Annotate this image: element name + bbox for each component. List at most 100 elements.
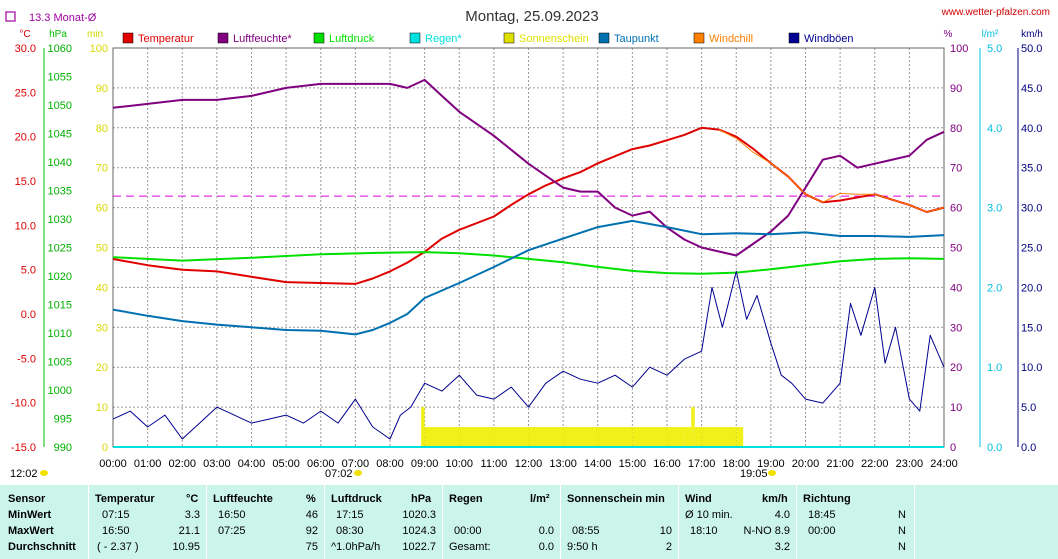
pressure-tick-label: 1060 — [48, 43, 72, 55]
legend-swatch — [313, 32, 325, 44]
humidity-tick-label: 0 — [950, 442, 956, 454]
temp-tick-label: -15.0 — [11, 442, 36, 454]
sun-tick-label: 70 — [96, 163, 108, 175]
min-temp-value: 3.3 — [184, 509, 200, 521]
row-label-min: MinWert — [8, 509, 52, 521]
sun-tick-label: 60 — [96, 203, 108, 215]
min-dir-value: N — [898, 509, 906, 521]
x-tick-label: 02:00 — [168, 458, 196, 470]
wind-tick-label: 25.0 — [1021, 243, 1042, 255]
monthly-avg-icon — [5, 11, 16, 22]
avg-press-trend: ^1.0hPa/h — [331, 541, 381, 553]
pressure-tick-label: 1050 — [48, 100, 72, 112]
x-tick-label: 23:00 — [896, 458, 924, 470]
unit-humidity: % — [944, 29, 953, 40]
legend-label: Sonnenschein — [519, 33, 589, 45]
humidity-tick-label: 10 — [950, 402, 962, 414]
stats-table: Sensor Temperatur °C Luftfeuchte % Luftd… — [0, 485, 1058, 559]
legend-swatch — [409, 32, 421, 44]
weather-chart: 30.0 25.0 20.0 15.0 10.0 5.0 0.0 -5.0 -10.0 -15.0… — [5, 7, 1050, 480]
x-tick-label: 05:00 — [272, 458, 300, 470]
legend-swatch — [503, 32, 515, 44]
col-divider — [88, 485, 89, 559]
humidity-tick-label: 40 — [950, 282, 962, 294]
temp-tick-label: 30.0 — [15, 43, 36, 55]
col-divider — [914, 485, 915, 559]
x-tick-label: 12:00 — [515, 458, 543, 470]
chart-series — [112, 78, 945, 448]
header-hum-unit: % — [306, 493, 316, 505]
rain-total-value: 0.0 — [538, 541, 554, 553]
sunset-icon — [768, 470, 776, 476]
chart-title: Montag, 25.09.2023 — [465, 8, 598, 25]
min-dir-time: 18:45 — [808, 509, 836, 521]
sun-tick-label: 90 — [96, 83, 108, 95]
x-tick-label: 10:00 — [445, 458, 473, 470]
rain-tick-label: 0.0 — [987, 442, 1002, 454]
site-link[interactable]: www.wetter-pfalzen.com — [941, 7, 1050, 18]
col-divider — [796, 485, 797, 559]
max-press-value: 1024.3 — [402, 525, 436, 537]
x-tick-label: 18:00 — [722, 458, 750, 470]
header-temp: Temperatur — [95, 493, 155, 505]
x-tick-label: 06:00 — [307, 458, 335, 470]
max-wind-time: 18:10 — [690, 525, 718, 537]
humidity-tick-label: 50 — [950, 243, 962, 255]
temp-tick-label: 5.0 — [21, 265, 36, 277]
wind-tick-label: 15.0 — [1021, 322, 1042, 334]
avg-hum-value: 75 — [305, 541, 318, 553]
avg-wind-value: 3.2 — [774, 541, 790, 553]
header-wind-unit: km/h — [762, 493, 788, 505]
temp-tick-label: 15.0 — [15, 176, 36, 188]
unit-temp: °C — [19, 29, 30, 40]
legend-label: Temperatur — [138, 33, 194, 45]
x-tick-label: 08:00 — [376, 458, 404, 470]
legend-swatch — [693, 32, 705, 44]
x-tick-label: 14:00 — [584, 458, 612, 470]
row-label-max: MaxWert — [8, 525, 54, 537]
legend-label: Regen* — [425, 33, 462, 45]
max-rain-time: 00:00 — [454, 525, 482, 537]
avg-temp-value: 10.95 — [172, 541, 200, 553]
sun-tick-label: 80 — [96, 123, 108, 135]
pressure-tick-label: 1045 — [48, 129, 72, 141]
x-tick-label: 01:00 — [134, 458, 162, 470]
avg-temp-trend: ( - 2.37 ) — [97, 541, 139, 553]
col-divider — [206, 485, 207, 559]
header-press-unit: hPa — [411, 493, 432, 505]
legend-swatch — [598, 32, 610, 44]
unit-wind: km/h — [1021, 29, 1043, 40]
pressure-tick-label: 990 — [54, 442, 72, 454]
pressure-tick-label: 1055 — [48, 72, 72, 84]
x-tick-label: 21:00 — [826, 458, 854, 470]
humidity-tick-label: 100 — [950, 43, 968, 55]
sunset-time: 19:05 — [740, 468, 768, 480]
pressure-tick-label: 995 — [54, 414, 72, 426]
header-press: Luftdruck — [331, 493, 382, 505]
legend-label: Luftfeuchte* — [233, 33, 292, 45]
pressure-tick-label: 1000 — [48, 385, 72, 397]
legend-swatch — [217, 32, 229, 44]
pressure-tick-label: 1030 — [48, 214, 72, 226]
x-tick-label: 04:00 — [238, 458, 266, 470]
wind-tick-label: 30.0 — [1021, 203, 1042, 215]
sun-tick-label: 40 — [96, 282, 108, 294]
x-tick-label: 24:00 — [930, 458, 958, 470]
sun-tick-label: 50 — [96, 243, 108, 255]
humidity-tick-label: 20 — [950, 362, 962, 374]
wind-tick-label: 5.0 — [1021, 402, 1036, 414]
min-hum-time: 16:50 — [218, 509, 246, 521]
monthly-avg-label: 13.3 Monat-Ø — [29, 12, 97, 24]
min-press-time: 17:15 — [336, 509, 364, 521]
col-divider — [324, 485, 325, 559]
max-temp-time: 16:50 — [102, 525, 130, 537]
unit-rain: l/m² — [982, 29, 999, 40]
chart-legend: Temperatur Luftfeuchte* Luftdruck Regen* Son… — [122, 32, 854, 45]
col-divider — [442, 485, 443, 559]
x-tick-label: 19:00 — [757, 458, 785, 470]
sunshine-bar — [684, 427, 692, 447]
x-tick-label: 03:00 — [203, 458, 231, 470]
sunrise-time: 07:02 — [325, 468, 353, 480]
col-divider — [678, 485, 679, 559]
sunshine-bar — [701, 427, 737, 447]
